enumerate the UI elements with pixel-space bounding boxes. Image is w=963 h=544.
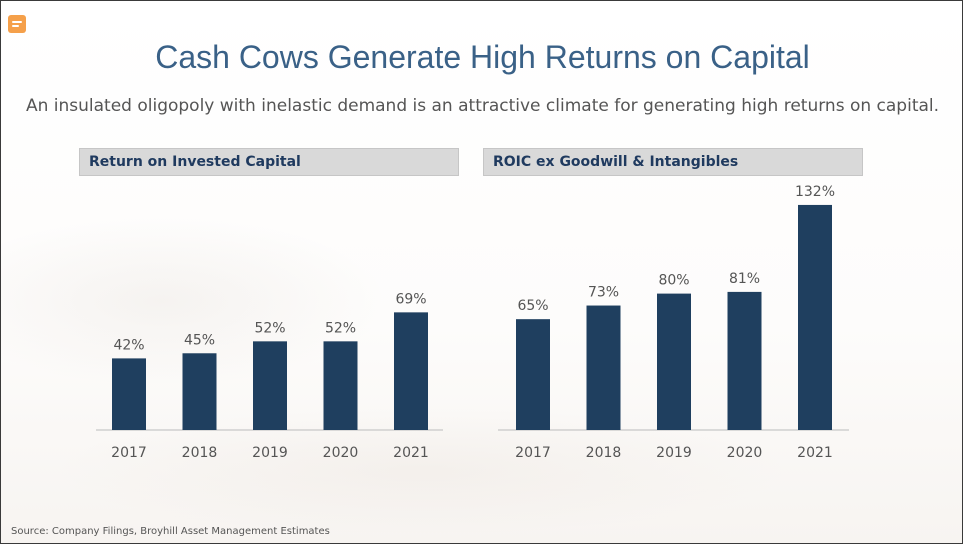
x-tick-label: 2020 [323, 445, 359, 461]
data-label: 45% [184, 332, 215, 348]
data-label: 52% [254, 320, 285, 336]
bar-2017 [112, 358, 146, 430]
slide-subtitle: An insulated oligopoly with inelastic de… [25, 96, 940, 116]
comment-icon[interactable] [8, 15, 26, 33]
bar-2020 [727, 291, 762, 430]
bar-2019 [657, 293, 691, 430]
data-label: 132% [795, 184, 835, 200]
x-tick-label: 2019 [656, 445, 692, 461]
x-tick-label: 2021 [393, 445, 429, 461]
data-label: 80% [658, 273, 689, 289]
bar-2020 [323, 341, 358, 430]
data-label: 52% [325, 320, 356, 336]
x-tick-label: 2017 [515, 445, 551, 461]
source-note: Source: Company Filings, Broyhill Asset … [11, 526, 330, 537]
chart-title-roic-ex-goodwill: ROIC ex Goodwill & Intangibles [483, 148, 863, 176]
bar-2019 [253, 341, 287, 430]
x-tick-label: 2018 [586, 445, 622, 461]
x-tick-label: 2019 [252, 445, 288, 461]
x-tick-label: 2018 [182, 445, 218, 461]
bar-2021 [394, 312, 428, 430]
chart-title-roic: Return on Invested Capital [79, 148, 459, 176]
x-tick-label: 2017 [111, 445, 147, 461]
data-label: 81% [729, 271, 760, 287]
x-tick-label: 2020 [727, 445, 763, 461]
data-label: 42% [113, 337, 144, 353]
bar-2017 [516, 319, 550, 430]
bar-2021 [798, 204, 832, 430]
data-label: 65% [517, 298, 548, 314]
data-label: 69% [395, 291, 426, 307]
slide-title: Cash Cows Generate High Returns on Capit… [155, 39, 810, 75]
data-label: 73% [588, 285, 619, 301]
bar-2018 [586, 305, 621, 430]
bar-2018 [182, 353, 217, 430]
x-tick-label: 2021 [797, 445, 833, 461]
